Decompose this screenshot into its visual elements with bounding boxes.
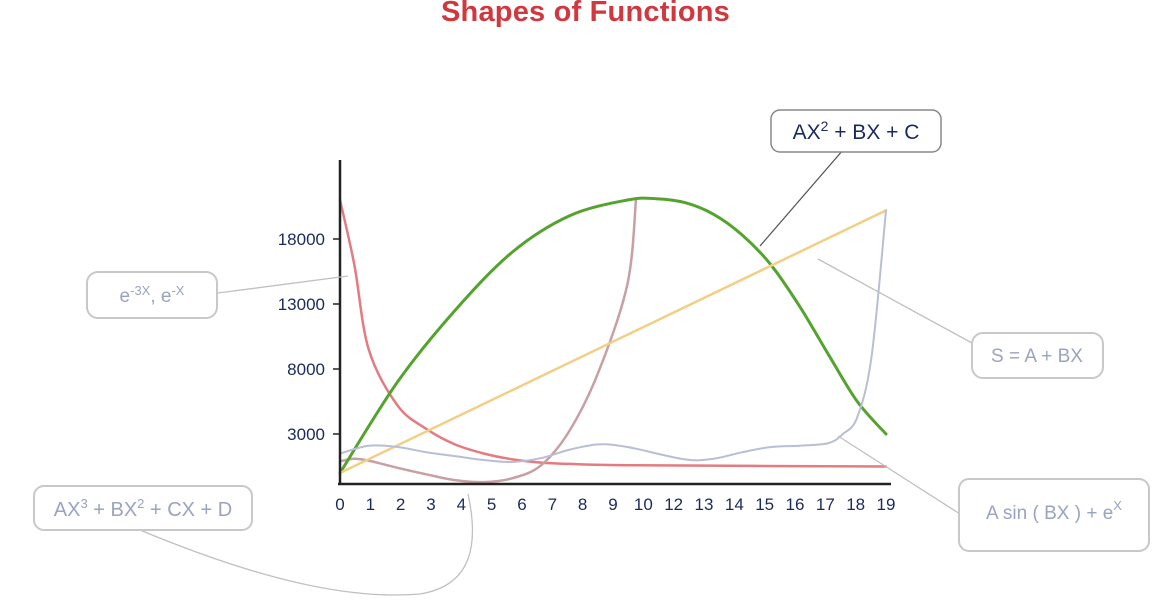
svg-text:S = A + BX: S = A + BX: [991, 346, 1083, 367]
x-tick-label: 2: [396, 495, 405, 514]
x-tick-label: 17: [816, 495, 835, 514]
x-tick-label: 16: [786, 495, 805, 514]
x-tick-label: 8: [578, 495, 587, 514]
annotation-cubic: AX3 + BX2 + CX + D: [33, 485, 253, 531]
annotation-quadratic: AX2 + BX + C: [770, 109, 942, 153]
annotation-linear: S = A + BX: [971, 332, 1104, 379]
x-tick-label: 18: [846, 495, 865, 514]
series-quadratic: [338, 196, 888, 475]
x-tick-label: 10: [634, 495, 653, 514]
x-tick-label: 7: [548, 495, 557, 514]
annotation-leaders: [139, 149, 973, 596]
series-layer: [338, 196, 888, 484]
leader-cubic: [139, 493, 474, 596]
axes-layer: [338, 160, 891, 486]
svg-text:A sin ( BX ) + eX: A sin ( BX ) + eX: [986, 498, 1122, 524]
series-linear: [338, 209, 888, 475]
x-tick-label: 15: [755, 495, 774, 514]
chart-title: Shapes of Functions: [441, 0, 730, 28]
x-tick-label: 1: [366, 495, 375, 514]
y-tick-label: 3000: [287, 425, 325, 444]
annotation-sin: A sin ( BX ) + eX: [958, 478, 1150, 552]
x-tick-label: 13: [695, 495, 714, 514]
leader-sin: [837, 435, 961, 515]
x-tick-label: 6: [517, 495, 526, 514]
leader-exp: [217, 275, 349, 294]
x-tick-label: 0: [335, 495, 344, 514]
x-tick-label: 14: [725, 495, 744, 514]
svg-text:AX2 + BX + C: AX2 + BX + C: [793, 118, 920, 144]
ticks-layer: 0 1 2 3 4 5 6 7 8 9 10 12 13 14 15 16 17 18 19180001300080…: [278, 230, 896, 514]
x-tick-label: 9: [608, 495, 617, 514]
y-tick-label: 18000: [278, 230, 325, 249]
leader-quadratic: [759, 149, 844, 247]
series-sin-exp: [339, 209, 887, 463]
x-tick-label: 4: [457, 495, 466, 514]
y-tick-label: 13000: [278, 295, 325, 314]
series-cubic: [338, 198, 638, 484]
leader-linear: [817, 258, 973, 344]
x-tick-label: 5: [487, 495, 496, 514]
x-tick-label: 3: [426, 495, 435, 514]
x-tick-label: 19: [877, 495, 896, 514]
x-tick-label: 12: [664, 495, 683, 514]
y-tick-label: 8000: [287, 360, 325, 379]
annotation-exp: e-3X, e-X: [86, 271, 218, 319]
series-exponential-decay: [338, 198, 888, 468]
